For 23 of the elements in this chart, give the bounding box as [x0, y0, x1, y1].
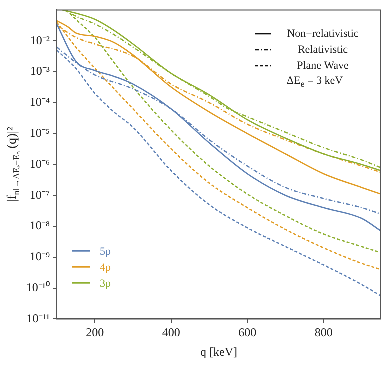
y-tick-label: 10⁻⁷	[30, 188, 50, 202]
annotation: Relativistic	[296, 44, 350, 56]
y-tick-label: 10⁻¹⁰	[26, 280, 50, 294]
annotation: Non−relativistic	[286, 28, 360, 40]
y-tick-label: 10⁻⁶	[30, 156, 50, 171]
y-tick-label: 10⁻⁹	[30, 250, 50, 264]
legend-label: 5p	[100, 246, 112, 258]
legend-label: 4p	[100, 262, 112, 274]
y-tick-label: 10⁻²	[30, 33, 50, 48]
legend-label: 3p	[100, 278, 112, 290]
x-tick-label: 800	[314, 326, 333, 340]
y-axis-title: |fnl→ΔEₑ−Eₙₗ(q)|²	[4, 127, 22, 202]
y-tick-label: 10⁻⁸	[30, 218, 50, 233]
x-tick-label: 600	[238, 326, 257, 340]
x-axis-title: q [keV]	[200, 344, 238, 359]
y-tick-label: 10⁻⁵	[30, 126, 50, 140]
y-tick-label: 10⁻³	[30, 64, 50, 78]
y-tick-label: 10⁻¹¹	[26, 311, 50, 326]
annotation: Plane Wave	[296, 60, 350, 72]
x-tick-label: 400	[162, 326, 180, 340]
x-tick-label: 200	[86, 326, 104, 340]
y-tick-label: 10⁻⁴	[30, 95, 50, 110]
annotation: ΔE$_{e}$ = 3 keV	[286, 74, 344, 90]
